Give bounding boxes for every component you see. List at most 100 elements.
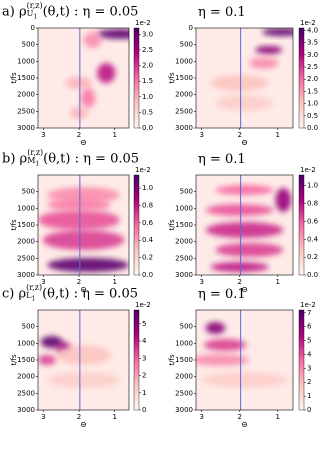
colorbar-tick-label: 0.0 <box>142 271 153 279</box>
heatmap-blob <box>203 339 247 351</box>
x-tick-label: 2 <box>77 413 81 421</box>
heatmap-blob <box>205 322 226 334</box>
colorbar-tick-label: 0.8 <box>142 201 153 209</box>
title-part: ρ <box>19 151 28 167</box>
y-tick-label: 500 <box>180 323 193 331</box>
heatmap <box>37 309 130 411</box>
heatmap-blob <box>47 187 120 203</box>
y-tick-label: 500 <box>22 188 35 196</box>
panel-title: η = 0.1 <box>198 5 246 20</box>
y-tick-label: 1000 <box>17 339 35 347</box>
y-tick-label: 2000 <box>17 373 35 381</box>
colorbar-tick-label: 1.0 <box>142 93 153 101</box>
heatmap-blob <box>97 29 129 39</box>
title-part: η = 0.1 <box>198 5 246 20</box>
colorbar-tick-label: 7 <box>307 309 311 317</box>
x-tick-label: 3 <box>41 131 45 139</box>
colorbar-tick-label: 4 <box>307 350 312 358</box>
y-tick-label: 1000 <box>17 204 35 212</box>
heatmap-blob <box>205 222 284 238</box>
colorbar-tick-label: 3.5 <box>307 39 318 47</box>
heatmap-blob <box>275 188 292 212</box>
y-tick-label: 1000 <box>175 339 193 347</box>
title-part: η = 0.1 <box>198 287 246 302</box>
heatmap-area <box>38 310 129 410</box>
heatmap-blob <box>69 107 89 119</box>
heatmap-blob <box>47 258 129 272</box>
y-tick-label: 0 <box>189 24 193 32</box>
x-tick-label: 3 <box>199 278 203 286</box>
x-tick-label: 2 <box>238 278 242 286</box>
y-axis-label: t/fs <box>10 72 18 84</box>
y-tick-label: 2000 <box>17 238 35 246</box>
title-part: b) <box>2 151 16 167</box>
y-tick-label: 3000 <box>175 271 193 279</box>
panel-title: η = 0.1 <box>198 287 246 302</box>
x-axis-label: Θ <box>81 139 87 147</box>
title-part: : η = 0.05 <box>74 4 139 20</box>
heatmap <box>195 27 294 129</box>
colorbar-tick-label: 1.5 <box>142 77 153 85</box>
colorbar-tick-label: 0.6 <box>307 217 319 225</box>
colorbar-tick-label: 0.4 <box>307 235 319 243</box>
heatmap-blob <box>97 63 116 83</box>
heatmap <box>195 174 294 276</box>
y-tick-label: 2500 <box>175 389 193 397</box>
heatmap-blob <box>255 46 283 54</box>
heatmap-area <box>196 310 293 410</box>
heatmap-blob <box>42 230 125 250</box>
colorbar-tick-label: 0 <box>142 406 146 414</box>
y-tick-label: 1500 <box>175 356 193 364</box>
title-part: 1 <box>31 295 36 303</box>
y-tick-label: 2000 <box>175 91 193 99</box>
colorbar-tick-label: 1 <box>307 392 311 400</box>
x-axis-label: Θ <box>242 421 248 429</box>
colorbar-tick-label: 5 <box>307 337 311 345</box>
colorbar <box>133 27 140 129</box>
title-part: : η = 0.05 <box>74 151 140 167</box>
title-part: L <box>26 291 32 300</box>
y-tick-label: 1500 <box>175 74 193 82</box>
y-tick-label: 2500 <box>17 389 35 397</box>
colorbar-exponent: 1e-2 <box>135 166 151 174</box>
colorbar-tick-label: 6 <box>307 323 312 331</box>
title-part: (r,z) <box>26 283 43 292</box>
heatmap <box>37 174 130 276</box>
y-tick-label: 1500 <box>17 74 35 82</box>
x-tick-label: 3 <box>41 413 45 421</box>
y-tick-label: 1500 <box>175 221 193 229</box>
colorbar-tick-label: 1.0 <box>142 184 153 192</box>
heatmap-blob <box>210 75 269 91</box>
y-tick-label: 1500 <box>17 356 35 364</box>
y-axis-label: t/fs <box>168 72 176 84</box>
colorbar-tick-label: 0.4 <box>142 236 154 244</box>
colorbar-tick-label: 1.5 <box>307 87 318 95</box>
y-tick-label: 2000 <box>17 91 35 99</box>
colorbar-tick-label: 3.0 <box>142 30 153 38</box>
heatmap-blob <box>215 95 274 111</box>
title-part: (r,z) <box>27 148 44 157</box>
colorbar-tick-label: 1.0 <box>307 100 318 108</box>
x-axis-label: Θ <box>81 421 87 429</box>
panel-title: b) ρ (r,z) M1 (θ,t) : η = 0.05 <box>2 149 139 169</box>
panel-title: c) ρ (r,z) L1 (θ,t) : η = 0.05 <box>2 284 138 304</box>
colorbar-tick-label: 2.0 <box>307 75 318 83</box>
heatmap-blob <box>38 210 120 230</box>
x-tick-label: 2 <box>77 278 81 286</box>
x-tick-label: 3 <box>199 131 203 139</box>
x-axis-label: Θ <box>81 286 87 294</box>
colorbar-tick-label: 0.2 <box>307 253 318 261</box>
heatmap-area <box>196 175 293 275</box>
heatmap-blob <box>38 355 57 365</box>
title-part: (θ,t) <box>42 286 70 302</box>
heatmap-area <box>196 28 293 128</box>
heatmap-blob <box>200 372 289 388</box>
y-tick-label: 3000 <box>17 271 35 279</box>
title-part: η = 0.1 <box>198 152 246 167</box>
x-tick-label: 1 <box>112 278 116 286</box>
colorbar-tick-label: 2.0 <box>142 62 153 70</box>
heatmap <box>37 27 130 129</box>
colorbar-exponent: 1e-2 <box>135 301 151 309</box>
x-tick-label: 3 <box>199 413 203 421</box>
